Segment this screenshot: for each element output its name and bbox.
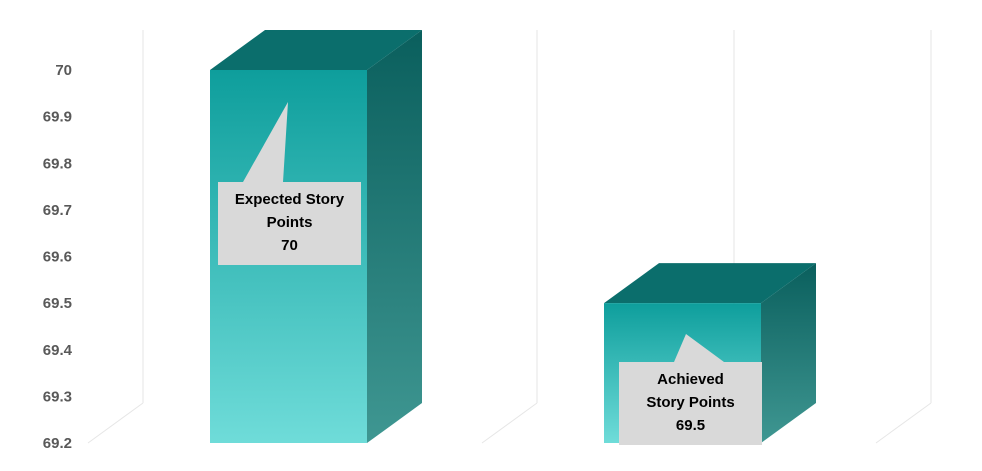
gridline-floor — [481, 402, 538, 444]
callout-box — [619, 362, 762, 445]
y-tick-label: 69.5 — [43, 295, 72, 312]
gridline-floor — [875, 402, 932, 444]
gridlines — [87, 30, 932, 444]
callout-box — [218, 182, 361, 265]
data-label-text: Story Points — [646, 394, 734, 411]
y-axis: 69.2 69.3 69.4 69.5 69.6 69.7 69.8 69.9 70 — [43, 62, 73, 452]
bar-top-face — [210, 30, 422, 70]
bar-side-face — [761, 263, 816, 443]
y-tick-label: 69.9 — [43, 109, 72, 126]
data-label-callout: Achieved Story Points 69.5 — [619, 334, 762, 445]
y-tick-label: 69.6 — [43, 249, 72, 266]
callout-pointer — [243, 102, 288, 182]
data-label-text: 70 — [281, 237, 298, 254]
y-tick-label: 69.4 — [43, 342, 73, 359]
data-label-text: Achieved — [657, 371, 724, 388]
y-tick-label: 69.7 — [43, 202, 72, 219]
data-label-text: Points — [267, 214, 313, 231]
bar-top-face — [604, 263, 816, 304]
callout-pointer — [674, 334, 724, 362]
bar-side-face — [367, 30, 422, 443]
data-labels: Expected Story Points 70 Achieved Story Poin… — [218, 102, 762, 445]
gridline-floor — [87, 402, 144, 444]
data-label-text: Expected Story — [235, 191, 345, 208]
y-tick-label: 69.3 — [43, 388, 72, 405]
y-tick-label: 70 — [55, 62, 72, 79]
y-tick-label: 69.2 — [43, 435, 72, 452]
data-label-callout: Expected Story Points 70 — [218, 102, 361, 265]
data-label-text: 69.5 — [676, 417, 705, 434]
y-tick-label: 69.8 — [43, 155, 72, 172]
